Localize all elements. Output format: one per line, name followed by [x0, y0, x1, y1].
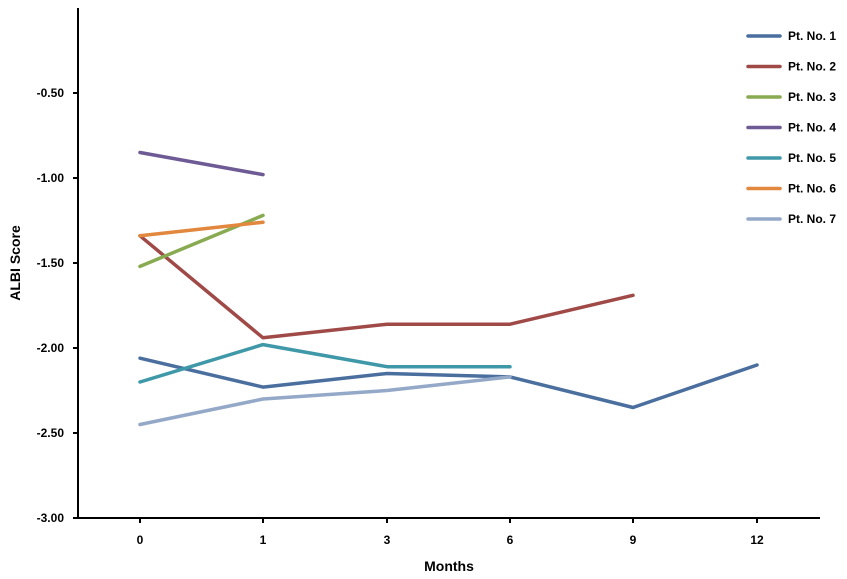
series-line-pt-4: [138, 150, 265, 177]
y-tick-label: -1.50: [37, 256, 65, 270]
x-tick-label: 6: [507, 533, 514, 547]
series-lines: [138, 150, 759, 427]
legend-label-pt-2: Pt. No. 2: [788, 60, 836, 74]
legend-label-pt-7: Pt. No. 7: [788, 212, 836, 226]
x-axis-ticks: 0 1 3 6 9 12: [137, 518, 764, 547]
series-line-pt-7: [138, 375, 512, 427]
x-axis-title: Months: [424, 558, 474, 574]
y-tick-label: -3.00: [37, 511, 65, 525]
legend: Pt. No. 1 Pt. No. 2 Pt. No. 3 Pt. No. 4 Pt. …: [746, 29, 836, 226]
legend-label-pt-3: Pt. No. 3: [788, 90, 836, 104]
y-tick-label: -2.00: [37, 341, 65, 355]
x-tick-label: 1: [260, 533, 267, 547]
series-line-pt-5: [138, 342, 512, 384]
x-tick-label: 0: [137, 533, 144, 547]
y-axis-title: ALBI Score: [7, 225, 23, 301]
y-tick-label: -2.50: [37, 426, 65, 440]
legend-label-pt-1: Pt. No. 1: [788, 29, 836, 43]
legend-label-pt-4: Pt. No. 4: [788, 121, 836, 135]
series-line-pt-6: [138, 220, 265, 238]
series-line-pt-2: [138, 234, 635, 340]
y-tick-label: -1.00: [37, 171, 65, 185]
y-axis-ticks: -0.50 -1.00 -1.50 -2.00 -2.50 -3.00: [37, 86, 78, 525]
x-tick-label: 9: [630, 533, 637, 547]
y-tick-label: -0.50: [37, 86, 65, 100]
series-line-pt-1: [138, 356, 759, 410]
legend-label-pt-6: Pt. No. 6: [788, 182, 836, 196]
x-tick-label: 3: [384, 533, 391, 547]
x-tick-label: 12: [750, 533, 764, 547]
legend-label-pt-5: Pt. No. 5: [788, 151, 836, 165]
